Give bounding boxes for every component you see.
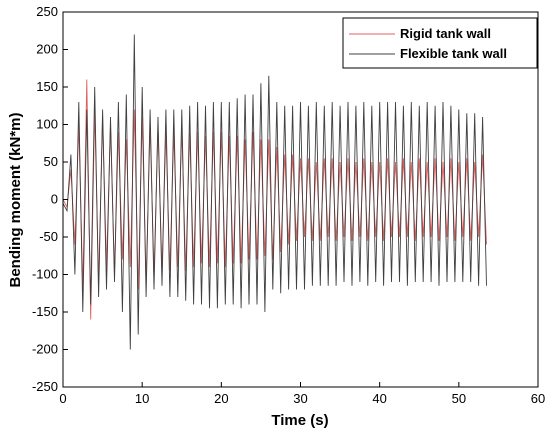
y-tick-label: 0: [51, 192, 58, 207]
x-tick-label: 10: [135, 391, 149, 406]
x-tick-label: 20: [214, 391, 228, 406]
y-axis-title: Bending moment (kN*m): [7, 112, 24, 287]
x-tick-label: 30: [293, 391, 307, 406]
y-tick-label: 250: [36, 4, 58, 19]
x-tick-label: 0: [59, 391, 66, 406]
y-tick-label: -250: [32, 379, 58, 394]
legend-label-flexible: Flexible tank wall: [400, 46, 507, 61]
y-tick-label: 100: [36, 117, 58, 132]
legend-label-rigid: Rigid tank wall: [400, 26, 491, 41]
plot-background: [63, 12, 538, 387]
x-tick-label: 60: [531, 391, 545, 406]
y-tick-label: 150: [36, 79, 58, 94]
series-layer: [62, 34, 487, 350]
x-tick-label: 50: [452, 391, 466, 406]
legend-box: [342, 17, 538, 69]
x-tick-label: 40: [372, 391, 386, 406]
y-tick-label: -150: [32, 304, 58, 319]
y-tick-label: -50: [39, 229, 58, 244]
series-line-flexible-tank-wall: [62, 34, 487, 350]
legend: Rigid tank wall Flexible tank wall: [342, 17, 538, 69]
y-tick-label: -200: [32, 342, 58, 357]
ticks-layer: 0 10 20 30 40 50 60 -250 -200 -150 -100 -50 0 50 100 15…: [32, 4, 545, 406]
y-tick-label: -100: [32, 267, 58, 282]
y-tick-label: 50: [44, 154, 58, 169]
x-axis-title: Time (s): [271, 412, 328, 429]
y-tick-label: 200: [36, 42, 58, 57]
